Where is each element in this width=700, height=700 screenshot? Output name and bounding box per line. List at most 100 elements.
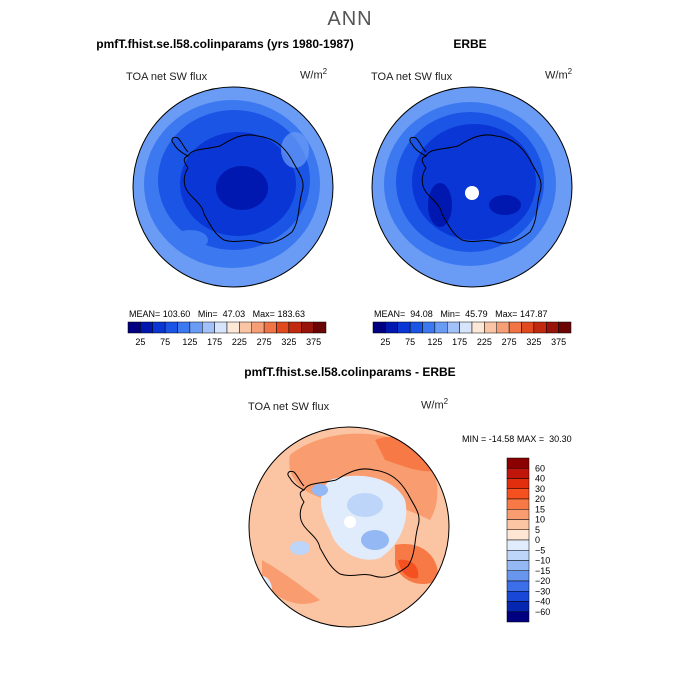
field-patch (361, 530, 389, 550)
stats-max: 30.30 (549, 434, 572, 444)
colorbar-swatch (214, 321, 228, 334)
map-difference (248, 426, 450, 628)
stats-mean: 94.08 (410, 309, 433, 319)
colorbar-tick-label: 15 (535, 504, 545, 514)
stats-min-label: MIN = (462, 434, 487, 444)
colorbar-swatch (276, 321, 290, 334)
units-exponent-diff: 2 (443, 397, 449, 406)
colorbar-swatch (301, 321, 314, 334)
colorbar-tick-label: 175 (452, 337, 467, 347)
stats-max-label: MAX = (516, 434, 545, 444)
field-patch (252, 576, 272, 604)
stats-mean-label: MEAN= (374, 309, 406, 319)
colorbar-swatch (459, 321, 473, 334)
colorbar-swatch (506, 570, 530, 582)
colorbar-tick-label: 30 (535, 484, 545, 494)
stats-mean: 103.60 (162, 309, 191, 319)
colorbar-swatch (506, 611, 530, 623)
colorbar-tick-label: −30 (535, 586, 550, 596)
colorbar-tick-label: 10 (535, 515, 545, 525)
colorbar-swatch (546, 321, 559, 334)
colorbar-swatch (288, 321, 302, 334)
stats-min: -14.58 (488, 434, 515, 444)
panel-title-diff: pmfT.fhist.se.l58.colinparams - ERBE (244, 365, 456, 379)
map-model (132, 86, 334, 288)
colorbar-swatch (484, 321, 497, 334)
colorbar-swatch (127, 321, 141, 334)
colorbar-swatch (177, 321, 191, 334)
colorbar-swatch (152, 321, 166, 334)
units-label-diff: W/m2 (421, 397, 448, 412)
missing-data-pole (465, 186, 479, 200)
colorbar-swatch (447, 321, 460, 334)
colorbar-swatch (140, 321, 153, 334)
colorbar-tick-label: 275 (502, 337, 517, 347)
field-patch (489, 195, 521, 215)
colorbar-swatch (506, 509, 530, 520)
field-patch (312, 484, 328, 496)
colorbar-tick-label: 125 (182, 337, 197, 347)
colorbar-swatch (226, 321, 240, 334)
colorbar-swatch (506, 580, 530, 592)
stats-max-label: Max= (252, 309, 275, 319)
colorbar-tick-label: −40 (535, 597, 550, 607)
colorbar-swatch (164, 321, 178, 334)
stats-min: 47.03 (222, 309, 246, 319)
variable-label-model: TOA net SW flux (126, 71, 208, 83)
variable-label-diff: TOA net SW flux (248, 401, 330, 413)
colorbar-swatch (506, 560, 530, 571)
colorbar-tick-label: −5 (535, 545, 545, 555)
field-patch (290, 541, 310, 555)
colorbar-model: 25 75 125 175 225 275 325 375 (127, 321, 327, 347)
colorbar-tick-label: 40 (535, 474, 545, 484)
field-patch (172, 230, 208, 250)
stats-max: 147.87 (519, 309, 548, 319)
field-patch (398, 559, 419, 579)
stats-min-label: Min= (197, 309, 218, 319)
field-patch (375, 436, 435, 472)
colorbar-swatch (508, 321, 522, 334)
field-band (412, 124, 536, 240)
colorbar-swatch (397, 321, 411, 334)
colorbar-swatch (189, 321, 203, 334)
colorbar-swatch (506, 539, 530, 551)
colorbar-swatch (202, 321, 215, 334)
map-erbe (371, 86, 573, 288)
colorbar-tick-label: 125 (427, 337, 442, 347)
colorbar-swatch (506, 519, 530, 530)
colorbar-swatch (506, 457, 530, 469)
colorbar-swatch (506, 478, 530, 489)
colorbar-erbe: 25 75 125 175 225 275 325 375 (372, 321, 572, 347)
field-patch (262, 560, 320, 604)
colorbar-tick-label: 5 (535, 525, 540, 535)
page-title: ANN (327, 8, 373, 30)
colorbar-swatch (558, 321, 572, 334)
variable-label-erbe: TOA net SW flux (371, 71, 453, 83)
colorbar-swatch (506, 550, 530, 561)
colorbar-tick-label: 325 (526, 337, 541, 347)
units-base-model: W/m (300, 69, 323, 82)
colorbar-tick-label: 175 (207, 337, 222, 347)
colorbar-tick-label: 225 (477, 337, 492, 347)
colorbar-tick-label: 325 (281, 337, 296, 347)
map-boundary (248, 426, 450, 628)
colorbar-swatch (506, 529, 530, 541)
stats-diff: MIN = -14.58 MAX = 30.30 (462, 434, 572, 444)
stats-min: 45.79 (465, 309, 488, 319)
colorbar-tick-label: −10 (535, 556, 550, 566)
colorbar-tick-label: 25 (135, 337, 145, 347)
colorbar-tick-label: 275 (257, 337, 272, 347)
map-boundary (132, 86, 334, 288)
colorbar-swatch (533, 321, 547, 334)
units-base-erbe: W/m (545, 69, 568, 82)
colorbar-tick-label: 75 (405, 337, 415, 347)
colorbar-tick-label: 75 (160, 337, 170, 347)
colorbar-swatch (251, 321, 265, 334)
map-boundary (371, 86, 573, 288)
field-band (216, 166, 268, 210)
colorbar-swatch (239, 321, 252, 334)
colorbar-swatch (313, 321, 327, 334)
colorbar-swatch (372, 321, 386, 334)
colorbar-swatch (506, 591, 530, 602)
